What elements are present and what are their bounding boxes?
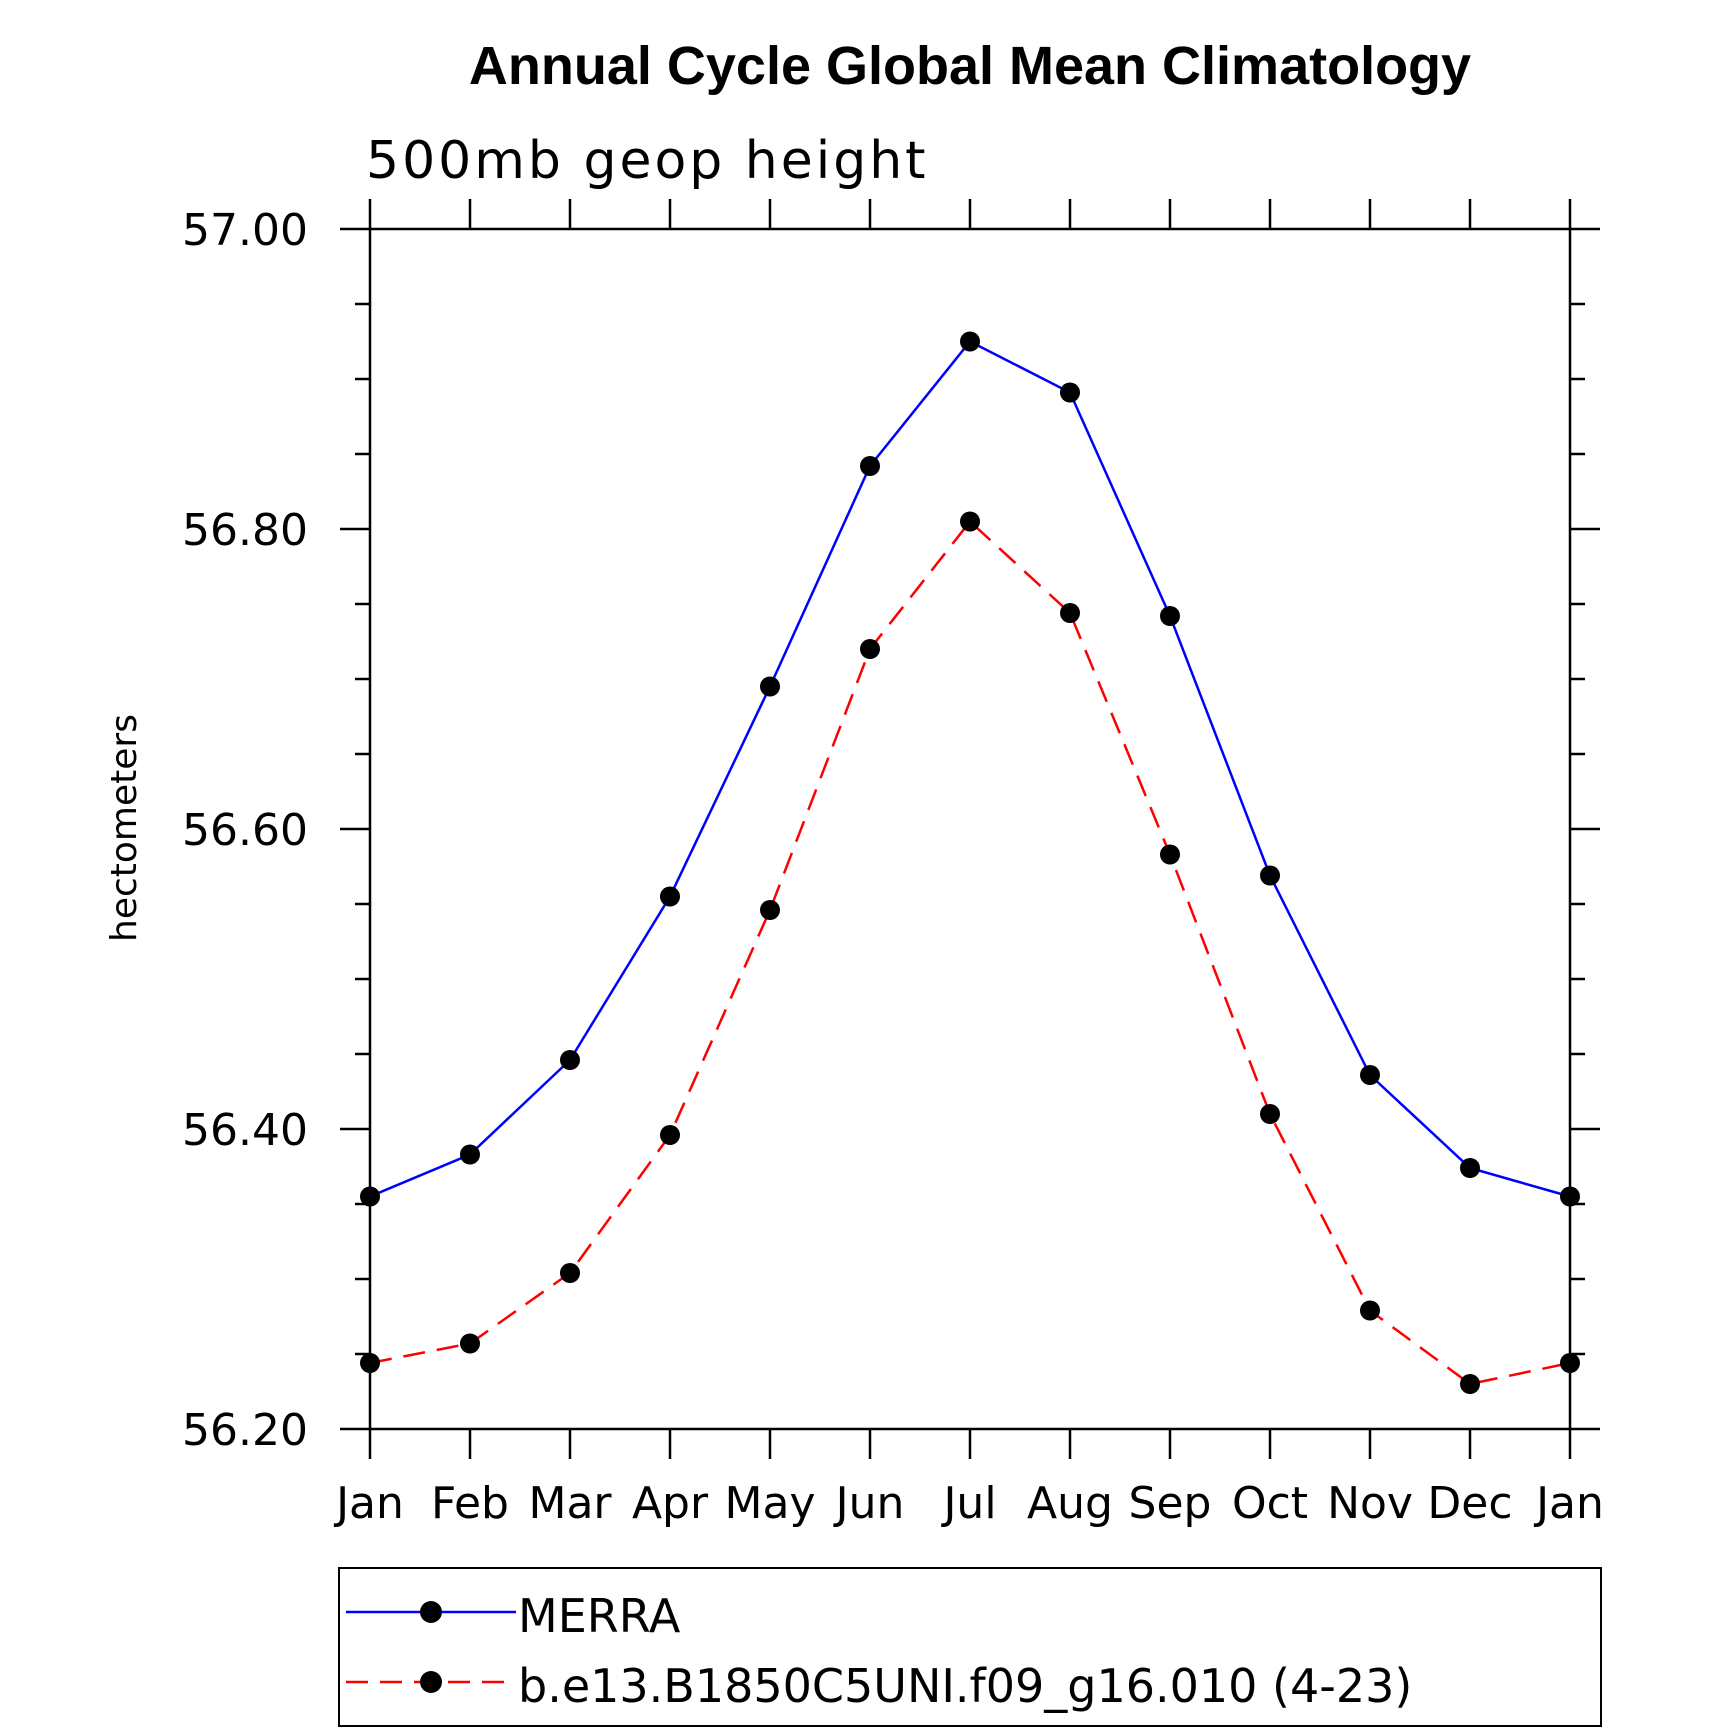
x-tick-label: Nov [1327,1478,1413,1529]
x-tick-label: Jan [333,1478,404,1529]
y-tick-label: 56.60 [182,805,308,856]
series-0-point [560,1050,580,1070]
series-0-point [1460,1158,1480,1178]
x-tick-label: Jan [1533,1478,1604,1529]
x-tick-label: Oct [1232,1478,1308,1529]
series-1-point [760,900,780,920]
series-0-point [1560,1186,1580,1207]
x-tick-label: Jul [940,1478,996,1529]
series-0-point [1360,1065,1380,1085]
series-line-0 [369,339,1571,1198]
series-0-point [760,676,780,697]
chart-subtitle: 500mb geop height [366,131,929,191]
x-tick-label: Feb [431,1478,509,1529]
series-0-point [460,1144,480,1165]
series-1-point [1560,1353,1580,1373]
y-tick-label: 56.40 [182,1105,308,1156]
legend-label-model: b.e13.B1850C5UNI.f09_g16.010 (4-23) [518,1659,1412,1713]
series-1-point [1360,1300,1380,1321]
y-tick-label: 57.00 [182,205,308,256]
series-1-point [960,511,980,532]
series-1-point [560,1263,580,1283]
series-1-point [1060,603,1080,623]
series-0-point [1160,606,1180,626]
legend: MERRA b.e13.B1850C5UNI.f09_g16.010 (4-23… [338,1567,1602,1727]
x-tick-label: Aug [1027,1478,1113,1529]
legend-marker-model [420,1671,442,1693]
series-0-point [660,886,680,907]
series-0-point [960,331,980,352]
series-1-point [1260,1104,1280,1124]
x-tick-label: Mar [528,1478,612,1529]
series-1-point [460,1333,480,1354]
chart-title: Annual Cycle Global Mean Climatology [469,36,1471,96]
series-1-point [860,639,880,659]
series-0-point [1060,382,1080,403]
series-1-point [660,1125,680,1145]
series-0-point [860,456,880,476]
series-1-point [1460,1374,1480,1394]
x-tick-label: Sep [1129,1478,1212,1529]
x-tick-label: Apr [632,1478,709,1529]
y-axis-label: hectometers [104,714,145,942]
x-tick-label: May [725,1478,816,1529]
series-layer [360,331,1580,1394]
series-1-point [1160,844,1180,865]
series-line-1 [369,519,1571,1386]
plot-frame [368,227,1572,1431]
x-tick-label: Jun [833,1478,905,1529]
plot-axes: Jan Feb Mar Apr May Jun Jul Aug Sep Oct Nov Dec Jan 5… [182,199,1604,1529]
y-tick-label: 56.80 [182,505,308,556]
y-tick-label: 56.20 [182,1405,308,1456]
series-0-point [1260,865,1280,886]
x-tick-label: Dec [1427,1478,1512,1529]
legend-label-merra: MERRA [518,1589,681,1643]
legend-box [338,1567,1602,1727]
series-0-point [360,1186,380,1207]
series-1-point [360,1353,380,1373]
legend-marker-merra [420,1601,442,1623]
